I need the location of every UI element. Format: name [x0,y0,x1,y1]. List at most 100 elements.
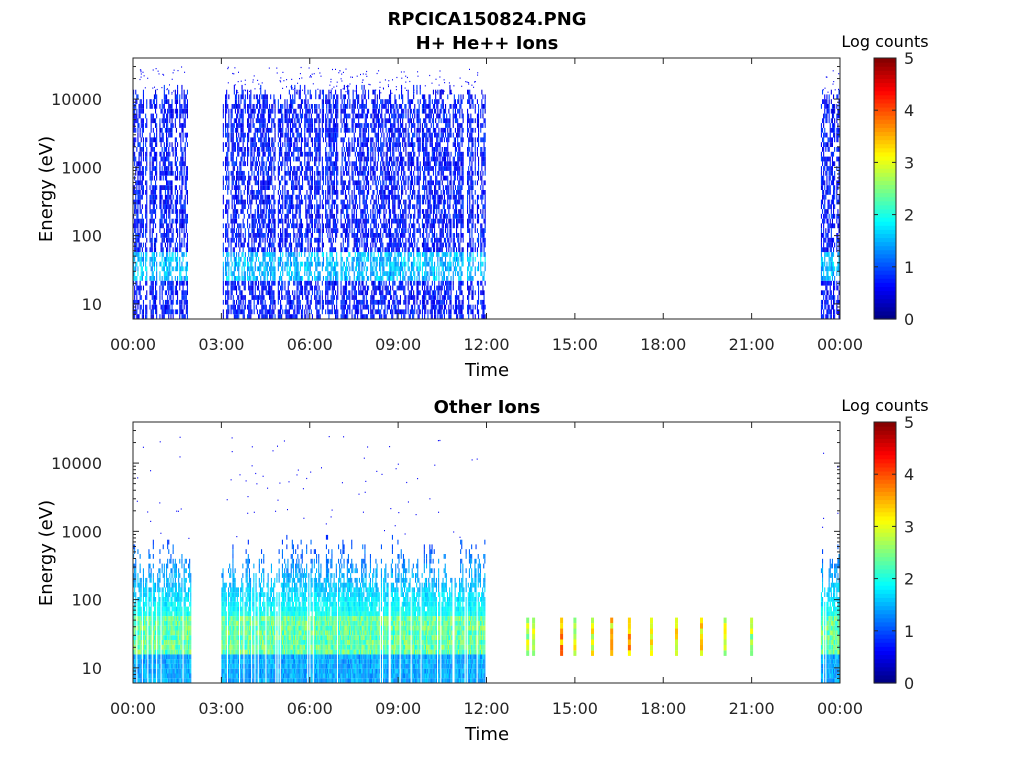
spectrogram-cell [137,161,139,167]
spectrogram-cell [146,223,148,229]
spectrogram-cell [169,118,171,124]
spectrogram-cell [357,314,359,319]
spectrogram-cell [239,118,241,124]
spectrogram-cell [156,127,158,133]
spectrogram-cell [140,185,142,190]
spectrogram-cell [150,213,152,219]
spectrogram-cell [295,194,297,200]
spectrogram-cell [295,147,297,152]
spectrogram-cell [357,233,359,238]
spectrogram-cell [353,228,355,233]
spectrogram-cell [247,256,249,262]
spectrogram-cell [292,118,294,124]
spectrogram-cell [336,127,338,133]
spectrogram-cell [341,276,343,281]
spectrogram-cell [185,271,187,276]
spectrogram-cell [177,280,179,286]
spectrogram-cell [326,256,328,262]
spectrogram-cell [332,266,334,272]
spectrogram-cell [310,199,312,205]
spectrogram-cell [169,242,171,248]
spectrogram-cell [134,309,136,315]
spectrogram-cell [300,276,302,281]
spectrogram-cell [182,223,184,229]
spectrogram-cell [336,299,338,305]
spectrogram-cell [243,276,245,281]
spectrogram-cell [348,290,350,296]
spectrogram-cell [309,304,311,310]
spectrogram-cell [364,132,366,138]
spectrogram-cell [185,299,187,305]
spectrogram-cell [253,276,255,281]
spectrogram-cell [152,299,154,305]
spectrogram-cell [286,161,288,167]
spectrogram-cell [249,199,251,205]
spectrogram-cell [133,199,135,205]
spectrogram-cell [297,261,299,267]
spectrogram-cell [237,314,239,319]
spectrogram-cell [271,233,273,238]
spectrogram-cell [226,99,228,104]
spectrogram-cell [269,113,271,119]
spectrogram-cell [328,190,330,195]
spectrogram-cell [310,127,312,133]
spectrogram-cell [370,256,372,262]
spectrogram-cell [171,132,173,138]
spectrogram-cell [154,86,155,88]
spectrogram-cell [167,118,169,124]
spectrogram-cell [360,123,362,128]
spectrogram-cell [284,233,286,238]
spectrogram-cell [177,309,179,315]
spectrogram-cell [363,132,365,138]
spectrogram-cell [175,261,177,267]
spectrogram-cell [286,309,288,315]
spectrogram-cell [355,209,357,214]
spectrogram-cell [294,314,296,319]
spectrogram-cell [330,242,332,248]
spectrogram-cell [308,123,310,128]
spectrogram-cell [232,271,234,276]
spectrogram-cell [353,118,355,124]
spectrogram-cell [349,295,351,300]
spectrogram-cell [156,137,158,143]
spectrogram-cell [278,309,280,315]
spectrogram-cell [304,194,306,200]
spectrogram-cell [342,94,344,100]
spectrogram-cell [184,194,186,200]
spectrogram-cell [299,304,301,310]
spectrogram-cell [133,266,135,272]
spectrogram-cell [250,161,252,167]
spectrogram-cell [151,118,153,124]
spectrogram-cell [286,156,288,162]
spectrogram-cell [166,209,168,214]
spectrogram-cell [365,228,367,233]
spectrogram-cell [136,166,138,171]
spectrogram-cell [136,299,138,305]
spectrogram-cell [316,104,318,109]
spectrogram-cell [253,218,255,224]
spectrogram-cell [146,156,148,162]
spectrogram-cell [233,194,235,200]
spectrogram-cell [311,127,313,133]
spectrogram-cell [362,218,364,224]
spectrogram-cell [186,99,188,104]
spectrogram-cell [270,218,272,224]
spectrogram-cell [232,228,234,233]
spectrogram-cell [261,185,263,190]
spectrogram-cell [236,276,238,281]
spectrogram-cell [342,304,344,310]
spectrogram-cell [335,218,337,224]
spectrogram-cell [333,161,335,167]
spectrogram-cell [262,118,264,124]
spectrogram-cell [149,137,151,143]
spectrogram-cell [140,271,142,276]
spectrogram-cell [142,71,144,73]
spectrogram-cell [256,99,258,104]
spectrogram-cell [319,290,321,296]
spectrogram-cell [260,113,262,119]
spectrogram-cell [267,113,269,119]
spectrogram-cell [353,166,355,171]
spectrogram-cell [183,233,185,238]
spectrogram-cell [368,276,370,281]
spectrogram-cell [179,94,181,100]
